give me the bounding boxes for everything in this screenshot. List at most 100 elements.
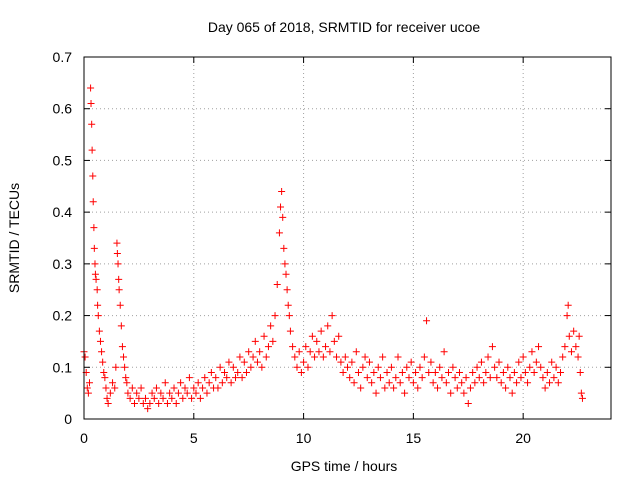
- data-point: [262, 353, 270, 361]
- data-point: [297, 368, 305, 376]
- data-point: [277, 203, 285, 211]
- data-point: [326, 348, 334, 356]
- data-point: [365, 358, 373, 366]
- data-point: [117, 322, 125, 330]
- data-point: [543, 368, 551, 376]
- data-point: [420, 353, 428, 361]
- data-point: [201, 374, 209, 382]
- data-point: [87, 84, 95, 92]
- data-point: [385, 379, 393, 387]
- data-point: [508, 389, 516, 397]
- y-tick-label: 0.4: [53, 204, 73, 220]
- data-point: [258, 363, 266, 371]
- data-point: [278, 187, 286, 195]
- data-point: [225, 358, 233, 366]
- data-point: [166, 389, 174, 397]
- data-point: [526, 363, 534, 371]
- plot-border: [83, 56, 612, 420]
- data-point: [94, 301, 102, 309]
- data-point: [521, 368, 529, 376]
- data-point: [289, 343, 297, 351]
- data-point: [473, 363, 481, 371]
- data-point: [556, 368, 564, 376]
- data-point: [458, 379, 466, 387]
- x-axis-label: GPS time / hours: [291, 458, 398, 474]
- data-point: [451, 374, 459, 382]
- data-point: [260, 332, 268, 340]
- data-point: [251, 337, 259, 345]
- data-point: [429, 379, 437, 387]
- data-point: [88, 120, 96, 128]
- data-point: [537, 363, 545, 371]
- data-point: [519, 353, 527, 361]
- data-point: [387, 363, 395, 371]
- data-point: [350, 379, 358, 387]
- data-point: [256, 348, 264, 356]
- data-point: [497, 379, 505, 387]
- data-point: [381, 384, 389, 392]
- data-point: [282, 270, 290, 278]
- data-point: [564, 301, 572, 309]
- data-point: [87, 100, 95, 108]
- data-point: [322, 343, 330, 351]
- data-point: [106, 389, 114, 397]
- data-point: [286, 327, 294, 335]
- data-point: [141, 394, 149, 402]
- data-point: [161, 379, 169, 387]
- data-point: [319, 353, 327, 361]
- data-point: [383, 368, 391, 376]
- data-point: [577, 389, 585, 397]
- data-point: [431, 368, 439, 376]
- data-point: [118, 343, 126, 351]
- ticks-layer: 0 0.1 0.2 0.3 0.4 0.5 0.6 0.7 0 5 10 15 20: [53, 49, 611, 446]
- data-point: [354, 368, 362, 376]
- data-point: [578, 394, 586, 402]
- data-point: [183, 389, 191, 397]
- data-point: [352, 348, 360, 356]
- data-point: [104, 399, 112, 407]
- data-point: [81, 353, 89, 361]
- data-point: [495, 358, 503, 366]
- data-point: [109, 379, 117, 387]
- data-point: [221, 368, 229, 376]
- data-point: [390, 384, 398, 392]
- data-point: [379, 353, 387, 361]
- y-tick-label: 0.2: [53, 308, 73, 324]
- data-point: [315, 348, 323, 356]
- data-point: [203, 389, 211, 397]
- data-point: [346, 374, 354, 382]
- data-point: [120, 353, 128, 361]
- data-point: [112, 363, 120, 371]
- data-point: [337, 358, 345, 366]
- data-point: [273, 281, 281, 289]
- data-point: [488, 343, 496, 351]
- data-point: [152, 384, 160, 392]
- data-point: [442, 379, 450, 387]
- data-point: [471, 379, 479, 387]
- data-point: [94, 312, 102, 320]
- data-point: [306, 348, 314, 356]
- data-point: [89, 198, 97, 206]
- data-point: [177, 379, 185, 387]
- data-point: [313, 337, 321, 345]
- data-point: [436, 363, 444, 371]
- data-point: [135, 394, 143, 402]
- data-point: [99, 358, 107, 366]
- data-point: [554, 379, 562, 387]
- data-point: [466, 384, 474, 392]
- data-point: [550, 374, 558, 382]
- data-point: [90, 244, 98, 252]
- data-point: [493, 374, 501, 382]
- data-point: [122, 374, 130, 382]
- data-point: [368, 379, 376, 387]
- data-point: [546, 379, 554, 387]
- y-tick-label: 0.1: [53, 359, 73, 375]
- data-point: [148, 389, 156, 397]
- data-point: [179, 394, 187, 402]
- data-point: [510, 368, 518, 376]
- data-point: [113, 239, 121, 247]
- chart-title: Day 065 of 2018, SRMTID for receiver uco…: [208, 19, 481, 35]
- data-point: [188, 394, 196, 402]
- data-point: [131, 399, 139, 407]
- data-point: [218, 379, 226, 387]
